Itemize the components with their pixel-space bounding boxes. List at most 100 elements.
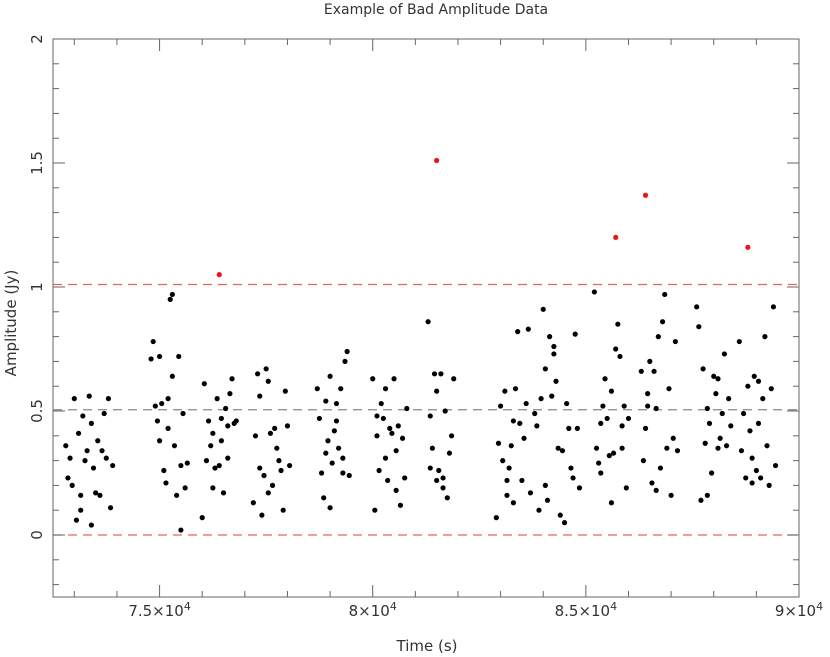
good-point <box>267 430 274 436</box>
good-point <box>340 470 346 476</box>
good-point <box>740 410 747 417</box>
good-point <box>95 438 101 444</box>
good-point <box>728 423 734 429</box>
y-tick-label: 0 <box>28 530 46 540</box>
good-point <box>538 396 544 402</box>
good-point <box>760 396 766 402</box>
good-point <box>210 430 216 436</box>
good-point <box>314 386 320 392</box>
good-point <box>540 306 546 312</box>
good-point <box>280 507 286 513</box>
good-point <box>666 386 672 392</box>
good-point <box>608 388 615 394</box>
good-point <box>80 413 86 419</box>
good-point <box>284 423 291 429</box>
good-point <box>223 405 229 412</box>
good-point <box>613 346 619 352</box>
bad-point <box>434 157 440 164</box>
good-point <box>527 490 534 496</box>
good-point <box>250 500 256 506</box>
good-point <box>598 420 604 426</box>
good-point <box>696 324 702 330</box>
good-point <box>78 492 84 498</box>
x-tick-label: 9×104 <box>775 600 823 620</box>
good-point <box>504 477 510 484</box>
good-point <box>203 458 210 464</box>
y-tick-label: 1 <box>28 282 46 292</box>
good-point <box>715 445 721 451</box>
good-point <box>758 475 764 481</box>
good-point <box>738 448 745 454</box>
good-point <box>214 396 220 402</box>
good-point <box>645 391 651 397</box>
good-point <box>770 304 777 310</box>
good-point <box>161 467 167 474</box>
good-point <box>263 366 269 372</box>
good-point <box>517 420 523 426</box>
good-point <box>380 415 386 422</box>
good-point <box>653 487 659 493</box>
good-point <box>340 455 346 461</box>
good-point <box>344 348 350 355</box>
good-point <box>286 462 293 469</box>
good-point <box>165 425 171 431</box>
good-point <box>500 458 506 464</box>
chart-title: Example of Bad Amplitude Data <box>324 2 548 18</box>
good-point <box>395 423 401 429</box>
good-point <box>318 470 325 476</box>
good-point <box>440 475 446 481</box>
good-point <box>378 400 384 407</box>
x-tick-label: 8.5×104 <box>555 600 618 620</box>
good-point <box>506 465 512 471</box>
good-point <box>169 291 175 298</box>
data-points <box>63 157 779 533</box>
good-point <box>495 440 502 446</box>
good-point <box>762 334 768 340</box>
good-point <box>719 410 725 417</box>
good-point <box>726 396 732 402</box>
good-point <box>402 475 408 481</box>
good-point <box>331 428 337 434</box>
good-point <box>638 368 644 374</box>
good-point <box>547 334 553 340</box>
good-point <box>549 393 555 399</box>
good-point <box>534 423 540 429</box>
good-point <box>278 467 284 474</box>
good-point <box>651 368 657 374</box>
good-point <box>694 304 700 310</box>
good-point <box>73 517 80 523</box>
reference-lines <box>53 283 799 536</box>
good-point <box>276 458 282 464</box>
good-point <box>178 527 184 533</box>
good-point <box>606 453 612 459</box>
good-point <box>397 502 404 508</box>
good-point <box>704 492 710 498</box>
good-point <box>257 393 263 399</box>
good-point <box>391 376 397 382</box>
good-point <box>619 445 625 451</box>
good-point <box>532 410 538 417</box>
good-point <box>768 386 774 392</box>
good-point <box>159 400 165 407</box>
good-point <box>163 480 169 486</box>
good-point <box>333 418 340 424</box>
good-point <box>743 475 749 481</box>
good-point <box>704 405 710 412</box>
good-point <box>536 507 542 513</box>
good-point <box>444 495 450 501</box>
good-point <box>78 507 84 513</box>
good-point <box>342 358 348 364</box>
good-point <box>745 383 751 389</box>
good-point <box>625 415 632 422</box>
good-point <box>327 373 333 379</box>
good-point <box>372 507 378 513</box>
good-point <box>674 448 681 454</box>
good-point <box>662 291 668 298</box>
good-point <box>436 467 442 474</box>
good-point <box>698 497 704 503</box>
good-point <box>265 490 271 496</box>
good-point <box>559 448 566 454</box>
good-point <box>154 418 161 424</box>
good-point <box>711 373 717 379</box>
